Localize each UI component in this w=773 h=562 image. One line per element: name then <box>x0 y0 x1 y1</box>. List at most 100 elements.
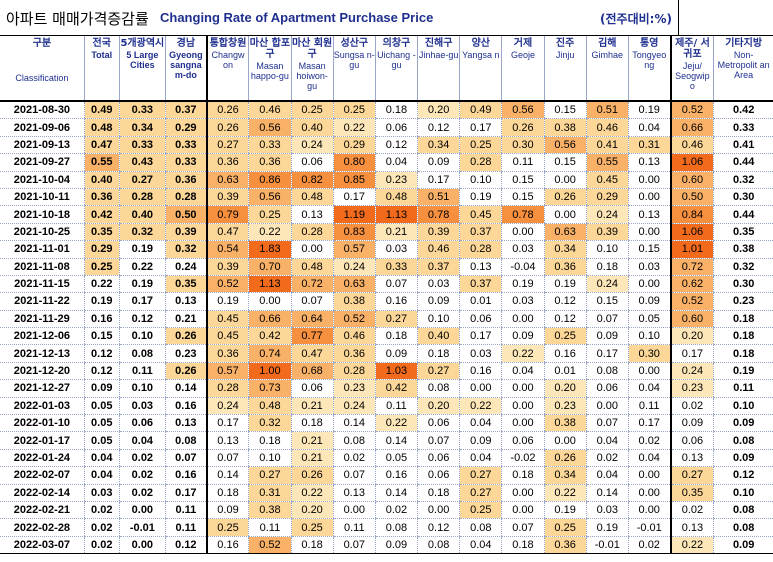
value-cell: 0.46 <box>417 240 460 259</box>
table-row: 2022-02-28 0.02 -0.01 0.11 0.25 0.11 0.25 0.11 0… <box>0 518 773 537</box>
value-cell: 0.33 <box>374 258 418 276</box>
value-cell: 0.18 <box>206 484 249 502</box>
value-cell: 0.11 <box>165 518 208 537</box>
value-cell: 0.13 <box>332 484 376 502</box>
value-cell: 0.18 <box>417 484 460 502</box>
value-cell: 0.02 <box>83 536 120 555</box>
table-row: 2021-08-30 0.49 0.33 0.37 0.26 0.46 0.25 0.25 0.… <box>0 101 773 120</box>
value-cell: 0.32 <box>165 240 208 259</box>
row-date: 2021-08-30 <box>0 101 85 120</box>
value-cell: 0.17 <box>165 484 208 502</box>
value-cell: 0.54 <box>206 240 249 259</box>
value-cell: 0.02 <box>83 518 120 537</box>
value-cell: 1.03 <box>374 362 418 381</box>
column-header-kr: 김해 <box>598 38 617 49</box>
column-header-13: 김해 Gimhae <box>585 36 629 102</box>
value-cell: 0.23 <box>165 344 208 363</box>
value-cell: 0.40 <box>118 205 166 224</box>
value-cell: 0.07 <box>585 414 629 433</box>
value-cell: 0.09 <box>459 431 502 450</box>
column-header-en: Yangsa n <box>462 50 500 60</box>
value-cell: 0.56 <box>248 188 292 207</box>
column-header-kr: 기타지방 <box>725 38 763 49</box>
value-cell: 0.27 <box>459 484 502 502</box>
value-cell: 0.10 <box>118 379 166 398</box>
value-cell: 0.00 <box>585 397 629 416</box>
value-cell: 0.12 <box>165 536 208 555</box>
value-cell: 0.11 <box>332 518 376 537</box>
value-cell: 0.04 <box>459 536 502 555</box>
value-cell: 0.74 <box>248 344 292 363</box>
row-date: 2021-11-22 <box>0 292 85 311</box>
column-header-kr: 경남 <box>176 38 196 49</box>
value-cell: 0.07 <box>206 449 249 468</box>
value-cell: 0.04 <box>83 449 120 468</box>
value-cell: 0.08 <box>459 518 502 537</box>
value-cell: 0.72 <box>670 258 714 276</box>
value-cell: 0.08 <box>585 362 629 381</box>
value-cell: 0.40 <box>290 118 334 137</box>
value-cell: 0.47 <box>290 344 334 363</box>
column-header-3: 경남 Gyeong sangna m-do <box>165 36 208 102</box>
value-cell: 0.17 <box>585 344 629 363</box>
value-cell: 0.18 <box>374 327 418 346</box>
value-cell: 0.24 <box>165 258 208 276</box>
value-cell: 0.04 <box>501 362 545 381</box>
value-cell: 0.25 <box>290 101 334 120</box>
value-cell: 0.04 <box>585 431 629 450</box>
value-cell: 0.13 <box>670 518 714 537</box>
value-cell: 0.29 <box>165 118 208 137</box>
value-cell: 0.39 <box>585 223 629 242</box>
value-cell: 0.15 <box>543 101 587 120</box>
value-cell: 0.13 <box>165 414 208 433</box>
value-cell: 0.02 <box>118 484 166 502</box>
column-header-kr: 의창구 <box>382 38 411 49</box>
row-date: 2022-02-14 <box>0 484 85 502</box>
value-cell: 0.17 <box>332 188 376 207</box>
value-cell: 0.27 <box>374 310 418 329</box>
value-cell: 0.00 <box>627 223 672 242</box>
value-cell: 1.06 <box>670 153 714 172</box>
column-header-en: Masan happo-gu <box>250 61 289 81</box>
value-cell: 0.63 <box>543 223 587 242</box>
value-cell: 0.36 <box>543 536 587 555</box>
value-cell: -0.01 <box>627 518 672 537</box>
title-divider <box>678 0 679 36</box>
value-cell: 0.03 <box>118 397 166 416</box>
value-cell: 0.47 <box>206 223 249 242</box>
value-cell: 0.28 <box>332 362 376 381</box>
table-row: 2021-09-27 0.55 0.43 0.33 0.36 0.36 0.06 0.80 0.… <box>0 153 773 172</box>
value-cell: 0.09 <box>713 536 773 555</box>
value-cell: 0.01 <box>459 292 502 311</box>
column-header-kr: 진해구 <box>424 38 453 49</box>
value-cell: 0.00 <box>543 431 587 450</box>
value-cell: 0.00 <box>543 171 587 189</box>
column-header-kr: 거제 <box>513 38 533 49</box>
value-cell: 0.19 <box>206 292 249 311</box>
row-date: 2021-12-06 <box>0 327 85 346</box>
value-cell: 0.17 <box>627 414 672 433</box>
value-cell: 0.86 <box>248 171 292 189</box>
value-cell: 0.48 <box>374 188 418 207</box>
value-cell: 0.35 <box>165 275 208 294</box>
value-cell: 0.19 <box>83 292 120 311</box>
table-row: 2021-11-01 0.29 0.19 0.32 0.54 1.83 0.00 0.57 0.… <box>0 240 773 259</box>
row-date: 2021-10-25 <box>0 223 85 242</box>
value-cell: 0.07 <box>501 518 545 537</box>
value-cell: 0.10 <box>713 397 773 416</box>
value-cell: 0.36 <box>165 171 208 189</box>
value-cell: 0.64 <box>290 310 334 329</box>
value-cell: 0.22 <box>83 275 120 294</box>
value-cell: 0.26 <box>165 327 208 346</box>
table-row: 2022-01-24 0.04 0.02 0.07 0.07 0.10 0.21 0.02 0.… <box>0 449 773 468</box>
value-cell: 0.00 <box>627 275 672 294</box>
value-cell: 0.00 <box>627 171 672 189</box>
value-cell: 0.16 <box>374 466 418 485</box>
value-cell: 0.07 <box>374 275 418 294</box>
value-cell: 0.14 <box>332 414 376 433</box>
title-bar: 아파트 매매가격증감률 Changing Rate of Apartment P… <box>0 0 773 36</box>
table-row: 2021-12-27 0.09 0.10 0.14 0.28 0.73 0.06 0.23 0.… <box>0 379 773 398</box>
title-korean: 아파트 매매가격증감률 <box>6 10 149 28</box>
value-cell: 0.18 <box>501 536 545 555</box>
value-cell: 0.66 <box>248 310 292 329</box>
